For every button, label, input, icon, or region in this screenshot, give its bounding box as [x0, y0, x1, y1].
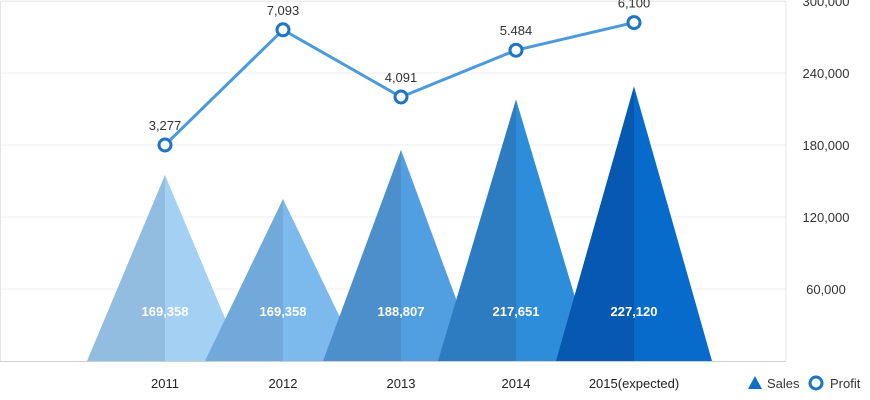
profit-point: [275, 22, 291, 38]
y-tick-label: 120,000: [803, 210, 850, 225]
x-tick-label: 2012: [269, 376, 298, 391]
profit-data-label: 5.484: [500, 23, 533, 38]
profit-point: [157, 137, 173, 153]
y-tick-label: 180,000: [803, 138, 850, 153]
profit-data-label: 7,093: [267, 3, 300, 18]
profit-data-label: 3,277: [149, 118, 182, 133]
y-tick-label: 300,000: [803, 0, 850, 9]
profit-point: [508, 42, 524, 58]
legend-profit-marker: [808, 375, 824, 391]
sales-triangle-left: [87, 175, 165, 361]
sales-triangle-left: [323, 149, 401, 361]
profit-data-label: 4,091: [385, 70, 418, 85]
sales-data-label: 217,651: [493, 304, 540, 319]
x-tick-label: 2013: [387, 376, 416, 391]
sales-triangle-left: [205, 199, 283, 361]
x-tick-label: 2014: [502, 376, 531, 391]
sales-triangle-right: [165, 175, 243, 361]
y-tick-label: 240,000: [803, 66, 850, 81]
sales-triangle-left: [438, 99, 516, 362]
legend-sales-label: Sales: [767, 376, 800, 391]
legend-profit-label: Profit: [830, 376, 861, 391]
profit-point: [626, 15, 642, 31]
x-tick-label: 2011: [151, 376, 179, 391]
legend-sales-marker: [748, 376, 762, 389]
sales-data-label: 227,120: [611, 304, 658, 319]
y-tick-label: 60,000: [806, 282, 846, 297]
sales-triangle-right: [634, 86, 712, 361]
sales-data-label: 169,358: [260, 304, 307, 319]
profit-data-label: 6,100: [618, 0, 651, 11]
x-tick-label: 2015(expected): [589, 376, 679, 391]
sales-data-label: 169,358: [142, 304, 189, 319]
sales-data-label: 188,807: [378, 304, 425, 319]
sales-triangle-left: [556, 86, 634, 361]
profit-point: [393, 89, 409, 105]
sales-triangle-right: [516, 99, 594, 362]
